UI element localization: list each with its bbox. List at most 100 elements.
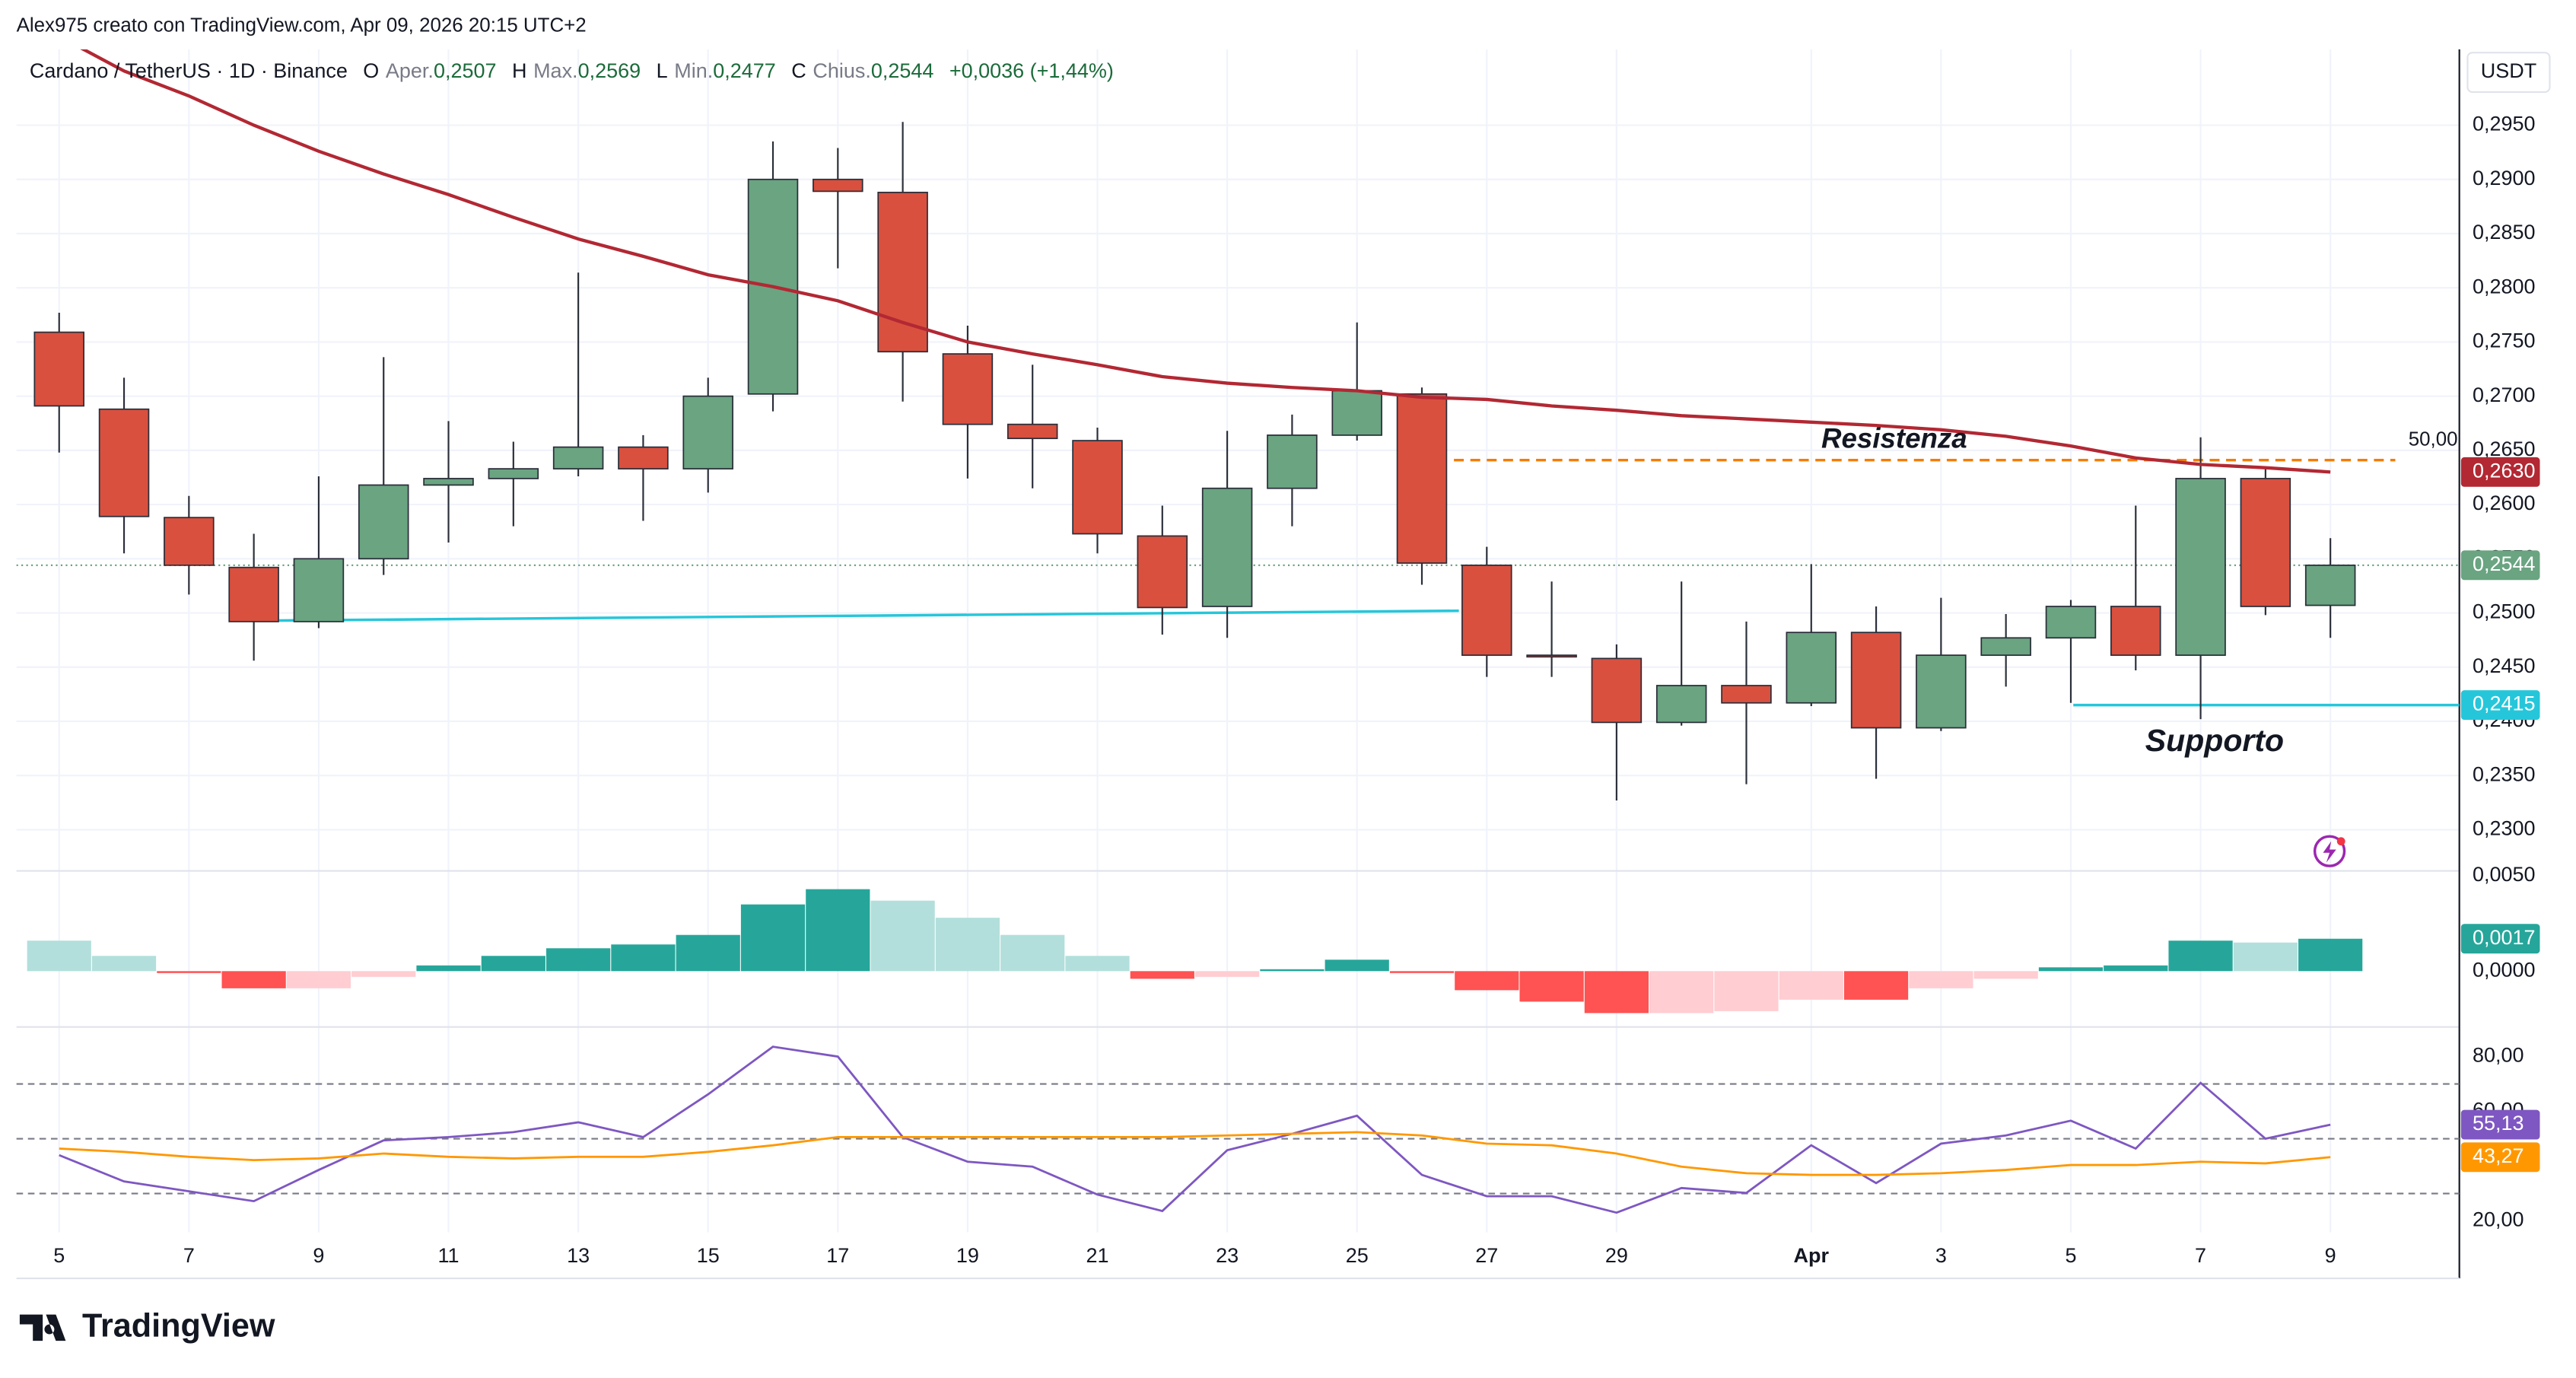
candle-body: [1201, 487, 1253, 607]
candle-body: [942, 353, 994, 425]
legend-change: +0,0036 (+1,44%): [949, 59, 1114, 82]
icon-bolt[interactable]: [2323, 841, 2336, 863]
legend-value: 0,2507: [434, 59, 497, 82]
brand: TradingView: [19, 1307, 275, 1344]
x-tick-label: 21: [1086, 1244, 1108, 1267]
legend-name: Min.: [674, 59, 713, 82]
y-tick-label: 0,2750: [2473, 329, 2536, 352]
credit: Alex975 creato con TradingView.com, Apr …: [17, 14, 587, 36]
histogram-bar: [27, 940, 91, 972]
candle-body: [682, 395, 733, 469]
currency-box[interactable]: [2466, 52, 2551, 94]
candle-body: [1331, 390, 1382, 436]
price-badge: [2460, 924, 2540, 954]
price-badge: [2460, 1109, 2540, 1140]
candle-body: [2110, 606, 2161, 656]
candle-body: [1721, 685, 1772, 704]
x-tick-label: 17: [826, 1244, 849, 1267]
histogram-bar: [1779, 971, 1843, 1000]
histogram-bar: [1130, 971, 1194, 979]
histogram-bar: [481, 956, 545, 972]
candle-body: [1461, 564, 1512, 656]
icon-ring[interactable]: [2313, 835, 2346, 867]
x-tick-label: 3: [1935, 1244, 1947, 1267]
histogram-bar: [935, 918, 1000, 972]
candle-body: [877, 191, 928, 353]
candle-body: [1072, 440, 1123, 535]
candle-body: [618, 446, 669, 469]
axis-layer: 0,23000,23500,24000,24500,25000,25500,26…: [53, 113, 2540, 1267]
candle-body: [1396, 393, 1448, 564]
histogram-bar: [351, 971, 416, 977]
y-tick-label: 0,2800: [2473, 275, 2536, 298]
histogram-bar: [1973, 971, 2038, 979]
candle-body: [164, 517, 215, 566]
legend-name: Chius.: [813, 59, 870, 82]
price-badge: [2460, 1142, 2540, 1173]
histogram-bar: [1000, 934, 1065, 972]
candle-body: [552, 446, 604, 469]
price-badge-label: 0,2544: [2473, 552, 2536, 575]
y-tick-label: 0,0050: [2473, 863, 2536, 886]
price-badge-label: 0,2415: [2473, 692, 2536, 715]
resistance-label: Resistenza: [1821, 422, 1967, 453]
histogram-bar: [1714, 971, 1779, 1011]
candle-body: [813, 178, 863, 193]
x-tick-label: 9: [313, 1244, 324, 1267]
histogram-bar: [1389, 971, 1455, 973]
currency[interactable]: USDT: [2481, 59, 2536, 82]
histogram-bar: [1325, 960, 1389, 972]
legend-name: Max.: [533, 59, 577, 82]
icon-dot[interactable]: [2336, 837, 2345, 846]
brand-logo: [19, 1314, 66, 1341]
macd-pane: [27, 889, 2363, 1014]
histogram-bar: [2104, 965, 2168, 972]
price-badge-label: 55,13: [2473, 1112, 2524, 1135]
price-badge: [2460, 690, 2540, 721]
brand-name: TradingView: [82, 1307, 275, 1344]
indicator-line: [59, 1131, 2331, 1176]
candle-body: [1786, 632, 1837, 704]
y-tick-label: 0,2950: [2473, 113, 2536, 135]
histogram-bar: [806, 889, 870, 972]
candle-body: [1850, 632, 1902, 729]
y-tick-label: 0,2700: [2473, 383, 2536, 406]
histogram-bar: [1584, 971, 1649, 1014]
grid-layer: [16, 49, 2460, 1233]
price-badge-label: 0,0017: [2473, 926, 2536, 949]
candle-body: [1980, 637, 2031, 656]
histogram-bar: [676, 934, 740, 972]
histogram-bar: [1519, 971, 1584, 1002]
y-tick-label: 0,2450: [2473, 654, 2536, 677]
y-tick-label: 0,2850: [2473, 221, 2536, 243]
candle-body: [33, 331, 84, 407]
candle-body: [1916, 654, 1967, 729]
histogram-bar: [611, 944, 676, 972]
x-tick-label: 9: [2325, 1244, 2336, 1267]
y-tick-label: 0,2300: [2473, 817, 2536, 840]
candle-body: [1007, 423, 1058, 440]
x-tick-label: 7: [183, 1244, 195, 1267]
x-tick-label: 19: [956, 1244, 979, 1267]
legend-value: 0,2569: [578, 59, 641, 82]
y-tick-label: 0,2500: [2473, 600, 2536, 623]
y-tick-label: 0,2900: [2473, 167, 2536, 189]
histogram-bar: [91, 956, 157, 972]
histogram-bar: [1260, 969, 1325, 972]
candle-body: [2304, 564, 2356, 606]
price-badge: [2460, 550, 2540, 581]
histogram-bar: [1194, 971, 1260, 977]
x-tick-label: 13: [567, 1244, 590, 1267]
indicator-icon[interactable]: [2313, 835, 2346, 867]
y-tick-label: 0,2350: [2473, 762, 2536, 785]
price-badge-label: 43,27: [2473, 1144, 2524, 1167]
x-tick-label: 25: [1346, 1244, 1369, 1267]
y-tick-label: 0,2600: [2473, 492, 2536, 514]
candle-body: [293, 558, 345, 622]
legend-key: O: [363, 59, 379, 82]
symbol: Cardano / TetherUS · 1D · Binance: [30, 59, 348, 82]
x-tick-label: 15: [697, 1244, 720, 1267]
legend-key: H: [512, 59, 527, 82]
candle-body: [1655, 685, 1707, 724]
